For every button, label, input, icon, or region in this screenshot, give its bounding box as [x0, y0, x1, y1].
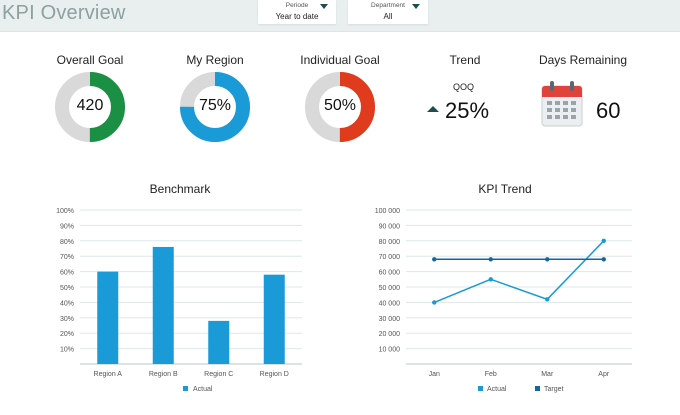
trend-value: 25% — [445, 98, 490, 123]
overall-goal-donut — [55, 72, 125, 142]
trend-subtitle: QOQ — [453, 82, 475, 92]
legend-label-actual: Actual — [193, 386, 213, 393]
bar-region-b — [152, 246, 174, 364]
overall-goal-arc — [55, 72, 125, 142]
my-region-donut — [180, 72, 250, 142]
calendar-icon — [541, 81, 583, 127]
y-tick-label: 30% — [60, 316, 74, 323]
x-tick-label: Jan — [429, 371, 440, 378]
y-tick-label: 70% — [60, 254, 74, 261]
trend-title: Trend — [449, 53, 481, 67]
x-tick-label: Mar — [541, 371, 554, 378]
point-target — [488, 257, 493, 262]
y-tick-label: 40% — [60, 300, 74, 307]
department-dropdown[interactable]: Department All — [348, 0, 428, 24]
x-tick-label: Region A — [94, 371, 123, 378]
y-tick-label: 40 000 — [379, 300, 401, 307]
y-tick-label: 90 000 — [379, 223, 401, 230]
legend-swatch-target — [535, 386, 540, 391]
my-region-title: My Region — [186, 53, 244, 67]
y-tick-label: 20 000 — [379, 331, 401, 338]
arrow-up-icon — [427, 106, 439, 112]
point-actual — [601, 238, 606, 243]
bar-region-d — [263, 274, 285, 364]
department-value: All — [383, 12, 393, 21]
point-actual — [432, 300, 437, 305]
header-bar: KPI Overview Periode Year to date Depart… — [0, 0, 680, 32]
department-label: Department — [371, 2, 405, 9]
periode-value: Year to date — [275, 12, 319, 21]
x-tick-label: Region B — [149, 371, 178, 378]
legend-swatch-actual — [183, 386, 188, 391]
page-title: KPI Overview — [2, 2, 126, 24]
y-tick-label: 10 000 — [379, 347, 401, 354]
my-region-value: 75% — [198, 97, 232, 114]
y-tick-label: 50% — [60, 285, 74, 292]
point-target — [601, 257, 606, 262]
y-tick-label: 80% — [60, 239, 74, 246]
legend-swatch-actual — [478, 386, 483, 391]
x-tick-label: Region D — [260, 371, 289, 378]
benchmark-title: Benchmark — [149, 182, 211, 196]
kpi-trend-chart: 10 000 20 000 30 000 40 000 50 000 60 000 70 0… — [375, 208, 632, 393]
overall-goal-title: Overall Goal — [56, 53, 124, 67]
y-tick-label: 20% — [60, 331, 74, 338]
individual-goal-arc — [305, 72, 375, 142]
legend-label-target: Target — [544, 386, 564, 393]
kpi-trend-title: KPI Trend — [478, 182, 532, 196]
periode-label: Periode — [285, 2, 309, 9]
individual-goal-donut — [305, 72, 375, 142]
periode-dropdown[interactable]: Periode Year to date — [258, 0, 336, 24]
y-tick-label: 10% — [60, 347, 74, 354]
bar-region-c — [208, 320, 230, 364]
point-actual — [545, 297, 550, 302]
x-tick-label: Feb — [485, 371, 497, 378]
y-tick-label: 60 000 — [379, 270, 401, 277]
my-region-arc — [180, 72, 250, 142]
x-tick-label: Region C — [204, 371, 233, 378]
days-remaining-value: 60 — [596, 98, 621, 123]
individual-goal-value: 50% — [323, 97, 357, 114]
chevron-down-icon — [320, 4, 328, 9]
point-actual — [488, 277, 493, 282]
legend-label-actual: Actual — [487, 386, 507, 393]
benchmark-chart: 10% 20% 30% 40% 50% 60% 70% 80% 90% 100% Region A R… — [56, 208, 302, 393]
y-tick-label: 100 000 — [375, 208, 400, 215]
y-tick-label: 100% — [56, 208, 74, 215]
chevron-down-icon — [412, 4, 420, 9]
point-target — [545, 257, 550, 262]
days-remaining-title: Days Remaining — [538, 53, 628, 67]
point-target — [432, 257, 437, 262]
y-tick-label: 80 000 — [379, 239, 401, 246]
y-tick-label: 60% — [60, 270, 74, 277]
y-tick-label: 30 000 — [379, 316, 401, 323]
overall-goal-value: 420 — [76, 97, 104, 114]
series-line-actual — [433, 240, 605, 304]
y-tick-label: 90% — [60, 223, 74, 230]
y-tick-label: 70 000 — [379, 254, 401, 261]
individual-goal-title: Individual Goal — [300, 53, 380, 67]
bar-region-a — [97, 271, 119, 364]
y-tick-label: 50 000 — [379, 285, 401, 292]
x-tick-label: Apr — [598, 371, 610, 378]
